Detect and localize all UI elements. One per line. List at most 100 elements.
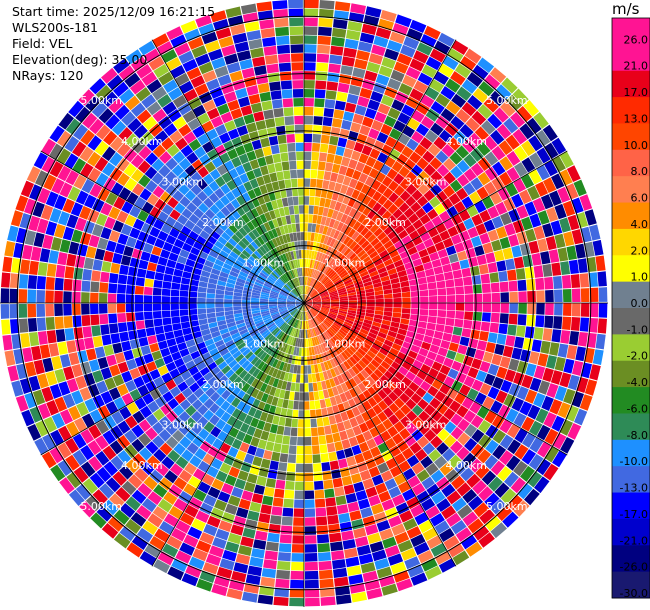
velocity-gate xyxy=(100,202,113,216)
velocity-gate xyxy=(64,153,79,169)
velocity-gate xyxy=(386,214,397,225)
velocity-gate xyxy=(563,388,576,405)
velocity-gate xyxy=(191,325,201,333)
velocity-gate xyxy=(316,271,322,280)
velocity-gate xyxy=(280,525,293,535)
velocity-gate xyxy=(276,198,284,208)
azimuth-line xyxy=(303,39,457,304)
velocity-gate xyxy=(116,303,126,313)
velocity-gate xyxy=(79,387,92,401)
velocity-gate xyxy=(577,258,588,273)
velocity-gate xyxy=(321,303,331,306)
velocity-gate xyxy=(536,290,545,303)
velocity-gate xyxy=(552,450,567,468)
velocity-gate xyxy=(540,194,554,210)
velocity-gate xyxy=(424,86,440,101)
colorbar-tick-label: -17.0 xyxy=(620,508,648,521)
velocity-gate xyxy=(430,101,445,115)
velocity-gate xyxy=(129,227,141,239)
velocity-gate xyxy=(285,125,295,134)
velocity-gate xyxy=(481,283,491,293)
velocity-gate xyxy=(459,336,470,347)
velocity-gate xyxy=(348,178,358,189)
velocity-gate xyxy=(159,416,172,429)
velocity-gate xyxy=(399,428,411,440)
velocity-gate xyxy=(217,236,228,246)
velocity-gate xyxy=(459,363,471,375)
velocity-gate xyxy=(567,374,580,391)
velocity-gate xyxy=(51,178,65,194)
velocity-gate xyxy=(339,300,349,303)
velocity-gate xyxy=(162,354,174,365)
velocity-gate xyxy=(192,371,203,382)
velocity-gate xyxy=(336,504,349,515)
velocity-gate xyxy=(72,291,81,303)
velocity-gate xyxy=(296,311,301,319)
velocity-gate xyxy=(177,364,188,375)
velocity-gate xyxy=(153,218,165,230)
velocity-gate xyxy=(289,588,304,598)
velocity-gate xyxy=(411,462,425,475)
velocity-gate xyxy=(152,295,162,303)
velocity-gate xyxy=(451,360,462,372)
colorbar: 26.021.017.013.010.08.06.04.02.01.00.0-1… xyxy=(611,17,650,600)
velocity-gate xyxy=(272,0,288,10)
velocity-gate xyxy=(81,280,91,292)
velocity-gate xyxy=(248,231,257,241)
velocity-gate xyxy=(459,230,471,242)
velocity-gate xyxy=(356,223,366,234)
velocity-gate xyxy=(482,303,492,313)
velocity-gate xyxy=(260,458,271,469)
velocity-gate xyxy=(49,143,64,160)
velocity-gate xyxy=(172,151,186,164)
velocity-gate xyxy=(66,340,77,354)
velocity-gate xyxy=(340,382,349,393)
velocity-gate xyxy=(302,311,304,321)
velocity-gate xyxy=(182,271,192,279)
velocity-gate xyxy=(186,67,202,80)
velocity-gate xyxy=(323,171,332,181)
velocity-gate xyxy=(197,166,209,178)
velocity-gate xyxy=(90,303,99,315)
velocity-gate xyxy=(474,349,485,361)
velocity-gate xyxy=(226,278,236,285)
velocity-gate xyxy=(347,21,363,32)
velocity-gate xyxy=(383,407,394,418)
velocity-gate xyxy=(446,490,462,505)
velocity-gate xyxy=(309,309,316,317)
velocity-gate xyxy=(323,235,330,245)
velocity-gate xyxy=(357,96,370,108)
velocity-gate xyxy=(32,201,45,218)
velocity-gate xyxy=(552,432,567,450)
velocity-gate xyxy=(206,303,215,309)
velocity-gate xyxy=(424,177,436,189)
velocity-gate xyxy=(68,100,84,118)
velocity-gate xyxy=(460,467,475,482)
velocity-gate xyxy=(160,137,174,151)
velocity-gate xyxy=(297,259,301,268)
velocity-gate xyxy=(307,287,312,295)
velocity-gate xyxy=(323,320,331,328)
velocity-gate xyxy=(531,339,542,353)
velocity-gate xyxy=(54,396,68,412)
velocity-gate xyxy=(338,269,347,277)
velocity-gate xyxy=(233,295,242,300)
velocity-gate xyxy=(350,3,366,15)
velocity-gate xyxy=(567,423,582,440)
velocity-gate xyxy=(120,223,133,236)
velocity-gate xyxy=(57,442,72,459)
velocity-gate xyxy=(299,214,304,223)
velocity-gate xyxy=(291,71,304,80)
velocity-gate xyxy=(357,41,373,53)
velocity-gate xyxy=(175,550,192,564)
range-ring-label: 3.00km xyxy=(405,175,447,188)
velocity-gate xyxy=(397,133,411,146)
velocity-gate xyxy=(283,372,290,382)
velocity-gate xyxy=(202,99,216,112)
velocity-gate xyxy=(267,346,275,355)
velocity-gate xyxy=(42,234,54,250)
velocity-gate xyxy=(298,205,304,214)
velocity-gate xyxy=(137,527,153,543)
velocity-gate xyxy=(450,413,463,426)
velocity-gate xyxy=(281,244,288,253)
